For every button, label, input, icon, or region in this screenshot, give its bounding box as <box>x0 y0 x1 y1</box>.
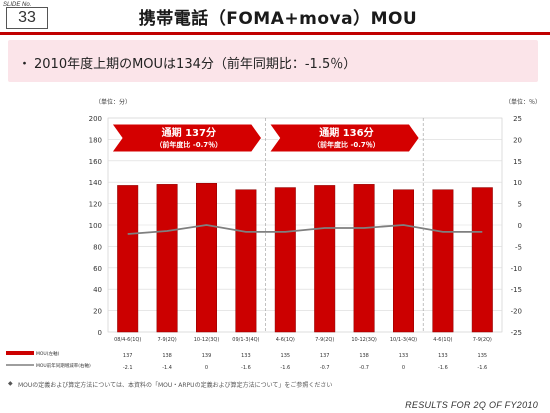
table-value-yoy: -1.6 <box>438 365 448 371</box>
legend-label-line: MOU前年同期増減率(右軸) <box>36 362 91 369</box>
x-tick-label: 09/1-3(4Q) <box>232 337 259 343</box>
y-left-tick-label: 160 <box>89 158 102 166</box>
y-right-tick-label: 10 <box>513 179 522 187</box>
callout-title: 通期 137分 <box>162 126 216 139</box>
x-tick-label: 10-12(3Q) <box>351 337 377 343</box>
bar <box>156 184 178 333</box>
bar <box>432 189 454 333</box>
x-tick-label: 10/1-3(4Q) <box>390 337 417 343</box>
bar <box>314 185 336 333</box>
x-tick-label: 10-12(3Q) <box>194 337 220 343</box>
y-left-tick-label: 20 <box>93 308 102 316</box>
bar <box>274 187 296 333</box>
bar <box>117 185 139 333</box>
summary-text: 2010年度上期のMOUは134分（前年同期比：-1.5％） <box>34 57 357 72</box>
bar <box>235 189 257 333</box>
x-tick-label: 4-6(1Q) <box>433 337 452 343</box>
table-value-mou: 138 <box>162 353 172 359</box>
y-right-tick-label: -5 <box>515 243 522 251</box>
footnote-mark: ◆ <box>8 380 13 387</box>
mou-chart: 020406080100120140160180200-25-20-15-10-… <box>6 98 541 371</box>
y-right-tick-label: 0 <box>518 222 522 230</box>
table-value-mou: 138 <box>359 353 369 359</box>
x-tick-label: 7-9(2Q) <box>473 337 492 343</box>
slide-number-label: SLIDE No. <box>3 2 32 8</box>
y-left-tick-label: 0 <box>98 329 102 337</box>
bar <box>393 189 414 333</box>
table-value-yoy: 0 <box>205 365 208 371</box>
y-left-tick-label: 180 <box>89 136 102 144</box>
table-value-mou: 135 <box>281 353 291 359</box>
callout-title: 通期 136分 <box>319 126 373 139</box>
slide-number: 33 <box>6 7 48 29</box>
y-left-tick-label: 80 <box>93 243 102 251</box>
summary-box: ・ 2010年度上期のMOUは134分（前年同期比：-1.5％） <box>8 40 538 82</box>
y-right-tick-label: 15 <box>513 158 522 166</box>
summary-bullet: ・ <box>18 57 32 72</box>
y-right-tick-label: 25 <box>513 115 522 123</box>
bar <box>196 183 217 333</box>
y-left-tick-label: 40 <box>93 286 102 294</box>
y-left-tick-label: 200 <box>89 115 102 123</box>
table-value-mou: 139 <box>202 353 212 359</box>
y-right-tick-label: 20 <box>513 136 522 144</box>
callout-banner <box>268 123 420 153</box>
table-value-yoy: -2.1 <box>123 365 133 371</box>
bar <box>471 187 493 333</box>
table-value-yoy: -1.6 <box>241 365 251 371</box>
x-tick-label: 7-9(2Q) <box>158 337 177 343</box>
footer-text: RESULTS FOR 2Q OF FY2010 <box>405 400 538 410</box>
y-right-tick-label: -15 <box>511 286 522 294</box>
yoy-line <box>127 224 483 235</box>
y-left-tick-label: 120 <box>89 201 102 209</box>
table-value-mou: 133 <box>241 353 251 359</box>
legend-swatch-bar <box>6 351 34 355</box>
legend-label-bar: MOU(左軸) <box>36 350 59 357</box>
y-right-tick-label: -10 <box>511 265 522 273</box>
y-left-unit: （単位：分） <box>95 98 131 106</box>
callout-subtitle: （前年度比 -0.7％） <box>155 140 222 149</box>
title-rule <box>0 32 550 35</box>
table-value-yoy: -0.7 <box>320 365 330 371</box>
page-title: 携帯電話（FOMA+mova）MOU <box>138 9 418 29</box>
y-right-unit: （単位：％） <box>505 98 541 106</box>
callout-subtitle: （前年度比 -0.7％） <box>313 140 380 149</box>
x-tick-label: 08/4-6(1Q) <box>114 337 141 343</box>
table-value-yoy: 0 <box>402 365 405 371</box>
footnote: MOUの定義および算定方法については、本資料の「MOU・ARPUの定義および算定… <box>18 382 333 389</box>
table-value-yoy: -1.6 <box>280 365 290 371</box>
table-value-mou: 133 <box>438 353 448 359</box>
table-value-mou: 135 <box>478 353 488 359</box>
x-tick-label: 7-9(2Q) <box>315 337 334 343</box>
y-left-tick-label: 60 <box>93 265 102 273</box>
x-tick-label: 4-6(1Q) <box>276 337 295 343</box>
bar <box>353 184 375 333</box>
table-value-yoy: -0.7 <box>359 365 369 371</box>
callout-banner <box>111 123 263 153</box>
table-value-yoy: -1.6 <box>477 365 487 371</box>
table-value-yoy: -1.4 <box>162 365 172 371</box>
y-right-tick-label: 5 <box>518 201 522 209</box>
y-right-tick-label: -25 <box>511 329 522 337</box>
table-value-mou: 137 <box>123 353 133 359</box>
table-value-mou: 137 <box>320 353 330 359</box>
table-value-mou: 133 <box>399 353 409 359</box>
y-right-tick-label: -20 <box>511 308 522 316</box>
y-left-tick-label: 100 <box>89 222 102 230</box>
y-left-tick-label: 140 <box>89 179 102 187</box>
